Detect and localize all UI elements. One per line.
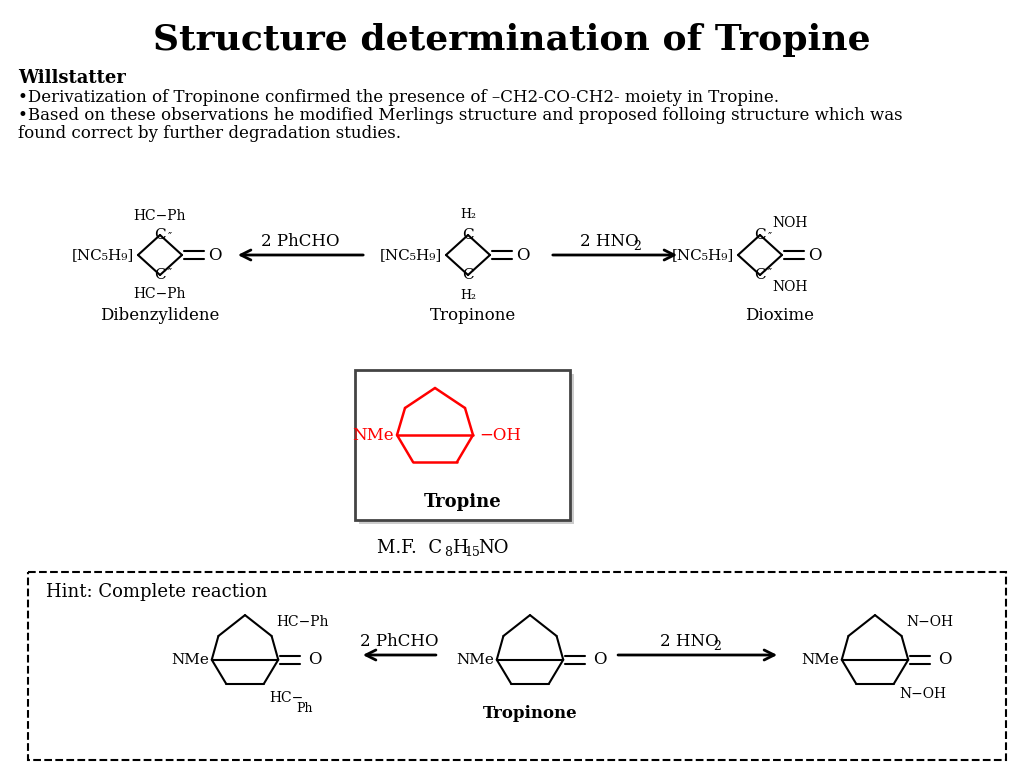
Text: •Derivatization of Tropinone confirmed the presence of –CH2-CO-CH2- moiety in Tr: •Derivatization of Tropinone confirmed t… (18, 90, 779, 107)
Text: ″: ″ (168, 232, 172, 242)
Text: O: O (308, 651, 322, 668)
Text: H₂: H₂ (460, 208, 476, 221)
Text: ″: ″ (768, 232, 772, 242)
Text: C: C (755, 268, 766, 282)
Text: O: O (593, 651, 607, 668)
Text: C: C (155, 228, 166, 242)
Text: NMe: NMe (171, 653, 209, 667)
Text: HC−Ph: HC−Ph (134, 209, 186, 223)
Text: HC−Ph: HC−Ph (134, 287, 186, 301)
Text: Structure determination of Tropine: Structure determination of Tropine (154, 23, 870, 57)
Text: 15: 15 (465, 547, 480, 560)
Text: [NC₅H₉]: [NC₅H₉] (72, 248, 134, 262)
Text: Willstatter: Willstatter (18, 69, 126, 87)
Text: NOH: NOH (772, 216, 807, 230)
Text: •Based on these observations he modified Merlings structure and proposed folloin: •Based on these observations he modified… (18, 108, 902, 124)
Text: 2 HNO: 2 HNO (660, 633, 719, 650)
Text: H₂: H₂ (460, 289, 476, 302)
Text: ″: ″ (168, 268, 172, 278)
Text: C: C (462, 268, 474, 282)
Text: NOH: NOH (772, 280, 807, 294)
Text: O: O (808, 247, 821, 263)
Text: O: O (516, 247, 529, 263)
Text: C: C (155, 268, 166, 282)
Text: Ph: Ph (296, 701, 312, 714)
Text: NMe: NMe (456, 653, 494, 667)
Text: HC−: HC− (269, 691, 303, 706)
Text: 2: 2 (633, 240, 641, 253)
Text: Dibenzylidene: Dibenzylidene (100, 306, 220, 323)
Text: C: C (755, 228, 766, 242)
Text: 2: 2 (714, 641, 722, 654)
Text: Tropine: Tropine (424, 493, 502, 511)
Text: NO: NO (478, 539, 509, 557)
Text: [NC₅H₉]: [NC₅H₉] (672, 248, 734, 262)
Text: NMe: NMe (352, 426, 394, 443)
Text: HC−Ph: HC−Ph (276, 615, 329, 629)
Bar (359, 374, 574, 524)
Text: −OH: −OH (479, 426, 521, 443)
Text: 2 HNO: 2 HNO (580, 233, 638, 250)
Text: O: O (938, 651, 951, 668)
Text: 2 PhCHO: 2 PhCHO (261, 233, 340, 250)
Text: NMe: NMe (801, 653, 839, 667)
Text: Hint: Complete reaction: Hint: Complete reaction (46, 583, 267, 601)
Text: N−OH: N−OH (899, 687, 946, 700)
Text: H: H (453, 539, 468, 557)
Text: found correct by further degradation studies.: found correct by further degradation stu… (18, 125, 401, 143)
Bar (355, 370, 570, 520)
Text: M.F.  C: M.F. C (378, 539, 442, 557)
Text: 8: 8 (444, 547, 453, 560)
Text: C: C (462, 228, 474, 242)
Text: N−OH: N−OH (906, 615, 953, 629)
Bar (28, 572, 1006, 760)
Text: Tropinone: Tropinone (482, 704, 578, 721)
Text: ″: ″ (768, 268, 772, 278)
Text: O: O (208, 247, 221, 263)
Text: 2 PhCHO: 2 PhCHO (360, 633, 438, 650)
Text: Tropinone: Tropinone (430, 306, 516, 323)
Text: [NC₅H₉]: [NC₅H₉] (380, 248, 442, 262)
Text: Dioxime: Dioxime (745, 306, 814, 323)
